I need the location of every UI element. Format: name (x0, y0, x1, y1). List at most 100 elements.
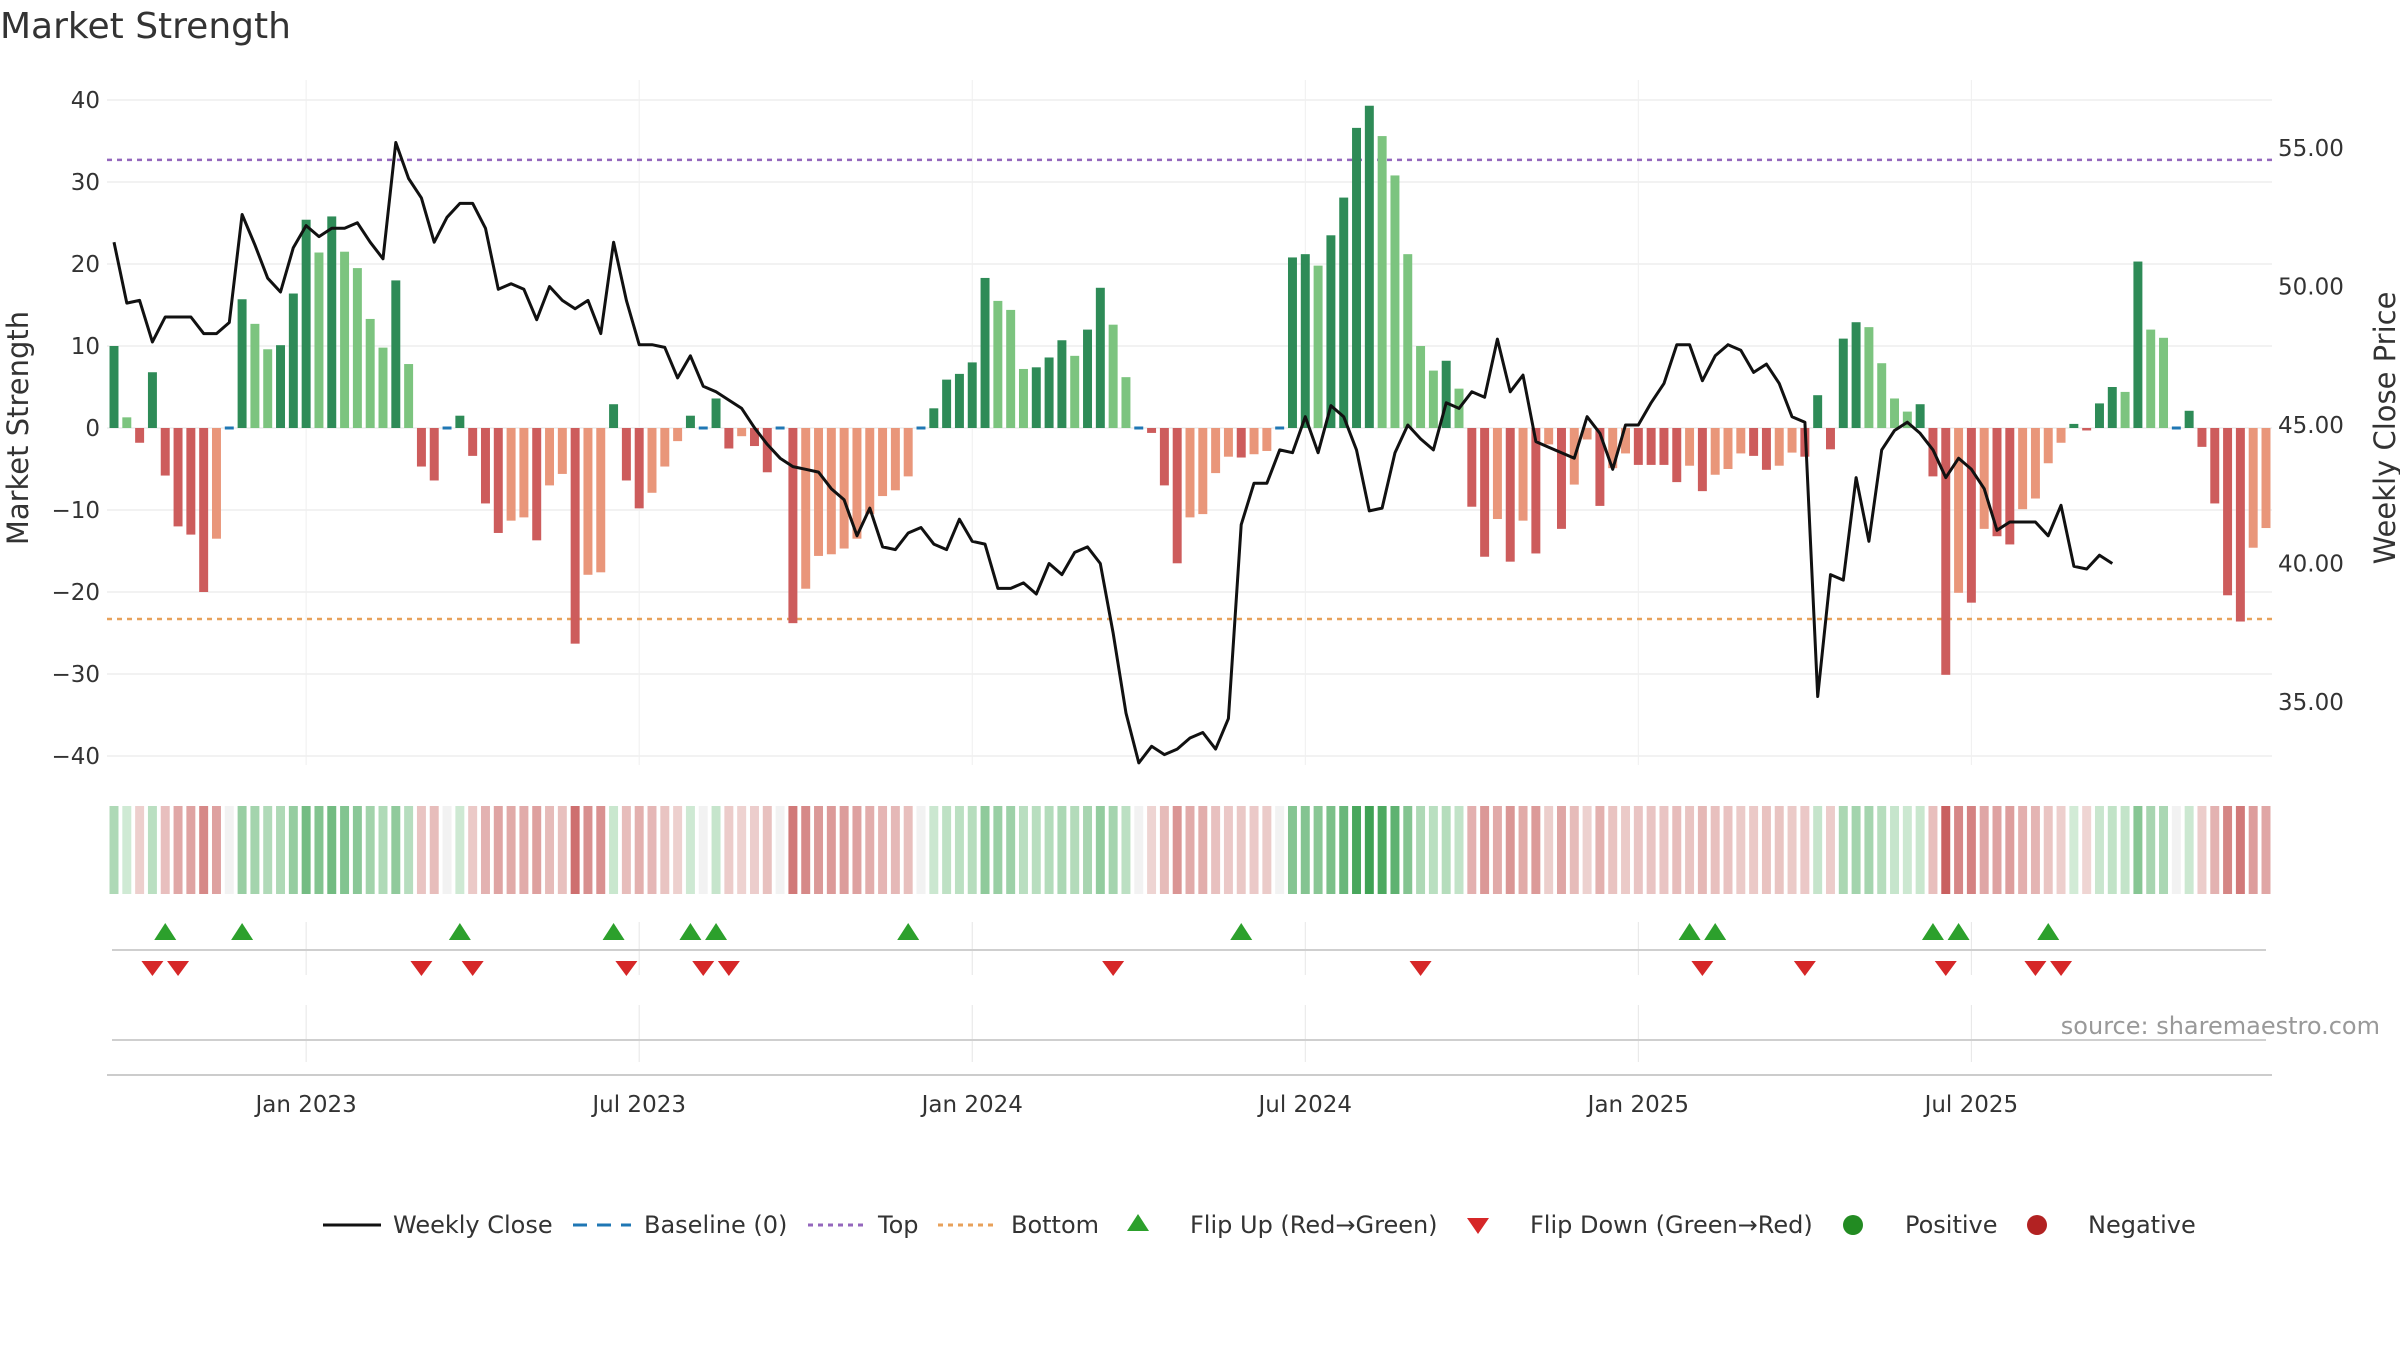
band-cell (1928, 806, 1938, 894)
band-cell (173, 806, 183, 894)
band-cell (839, 806, 849, 894)
band-cell (135, 806, 145, 894)
strength-bar (288, 293, 298, 428)
band-cell (621, 806, 631, 894)
strength-bar (1121, 377, 1131, 428)
band-cell (801, 806, 811, 894)
strength-bar (1774, 428, 1784, 466)
band-cell (852, 806, 862, 894)
legend-item-bottom[interactable]: Bottom (938, 1211, 1099, 1239)
band-cell (993, 806, 1003, 894)
band-cell (929, 806, 939, 894)
flip-up-marker (154, 923, 177, 940)
band-cell (1556, 806, 1566, 894)
strength-bar (839, 428, 849, 549)
band-cell (1672, 806, 1682, 894)
band-cell (1275, 806, 1285, 894)
band-cell (1352, 806, 1362, 894)
band-cell (775, 806, 785, 894)
strength-bar (1172, 428, 1182, 564)
band-cell (1646, 806, 1656, 894)
band-cell (1441, 806, 1451, 894)
band-cell (749, 806, 759, 894)
strength-bar (1992, 428, 2002, 537)
strength-bar (1467, 428, 1477, 507)
strength-bar (878, 428, 888, 497)
strength-bar (1954, 428, 1964, 593)
band-cell (276, 806, 286, 894)
band-cell (1198, 806, 1208, 894)
strength-bar (1057, 340, 1067, 428)
flip-up-marker (705, 923, 728, 940)
strength-bar (749, 428, 759, 447)
band-cell (2043, 806, 2053, 894)
flip-down-marker (141, 961, 164, 976)
band-cell (1710, 806, 1720, 894)
band-cell (327, 806, 337, 894)
band-cell (890, 806, 900, 894)
strength-bar (365, 318, 375, 428)
y-tick-label: 20 (71, 252, 100, 278)
flip-up-marker (679, 923, 702, 940)
strength-bar (1044, 357, 1054, 428)
strength-bar (621, 428, 631, 481)
strength-bar (762, 428, 772, 473)
legend-item-flip-up[interactable]: Flip Up (Red→Green) (1127, 1211, 1438, 1239)
strength-bar (814, 428, 824, 556)
legend-item-flip-down[interactable]: Flip Down (Green→Red) (1467, 1211, 1813, 1239)
y-tick-label: −10 (51, 498, 100, 524)
strength-bar (826, 428, 836, 555)
band-cell (942, 806, 952, 894)
band-cell (1621, 806, 1631, 894)
band-cell (1159, 806, 1169, 894)
strength-bar (2235, 428, 2245, 622)
strength-bar (519, 428, 529, 518)
strength-bar (1223, 428, 1233, 457)
strength-bar (340, 251, 350, 428)
strength-bar (1505, 428, 1515, 562)
band-cell (1223, 806, 1233, 894)
strength-bar (711, 398, 721, 428)
band-cell (429, 806, 439, 894)
band-cell (1608, 806, 1618, 894)
band-cell (1659, 806, 1669, 894)
band-cell (762, 806, 772, 894)
strength-bar (1070, 355, 1080, 428)
strength-bar (1838, 338, 1848, 428)
band-cell (2120, 806, 2130, 894)
legend-item-negative[interactable]: Negative (2027, 1211, 2196, 1239)
strength-bar (647, 428, 657, 493)
band-cell (1147, 806, 1157, 894)
band-cell (2171, 806, 2181, 894)
band-cell (480, 806, 490, 894)
legend-item-baseline[interactable]: Baseline (0) (573, 1211, 787, 1239)
strength-bar (596, 428, 606, 573)
strength-bar (929, 408, 939, 428)
legend-item-top[interactable]: Top (808, 1211, 919, 1239)
band-cell (737, 806, 747, 894)
strength-bar (378, 347, 388, 428)
band-cell (1057, 806, 1067, 894)
legend-item-positive[interactable]: Positive (1843, 1211, 1998, 1239)
legend-item-weekly-close[interactable]: Weekly Close (323, 1211, 553, 1239)
band-cell (557, 806, 567, 894)
band-cell (416, 806, 426, 894)
band-cell (2107, 806, 2117, 894)
strength-bar (660, 428, 670, 467)
strength-bar (1480, 428, 1490, 557)
strength-bar (1518, 428, 1528, 521)
strength-bar (1198, 428, 1208, 515)
strength-bar (1813, 395, 1823, 428)
strength-bar (506, 428, 516, 521)
strength-bar (352, 268, 362, 428)
flip-down-marker (692, 961, 715, 976)
source-note: source: sharemaestro.com (2060, 1012, 2380, 1040)
band-cell (288, 806, 298, 894)
band-cell (186, 806, 196, 894)
band-cell (903, 806, 913, 894)
flip-down-marker (410, 961, 433, 976)
band-cell (301, 806, 311, 894)
band-cell (1595, 806, 1605, 894)
x-axis: Jan 2023 Jul 2023 Jan 2024 Jul 2024 Jan 2025… (253, 1092, 2018, 1118)
